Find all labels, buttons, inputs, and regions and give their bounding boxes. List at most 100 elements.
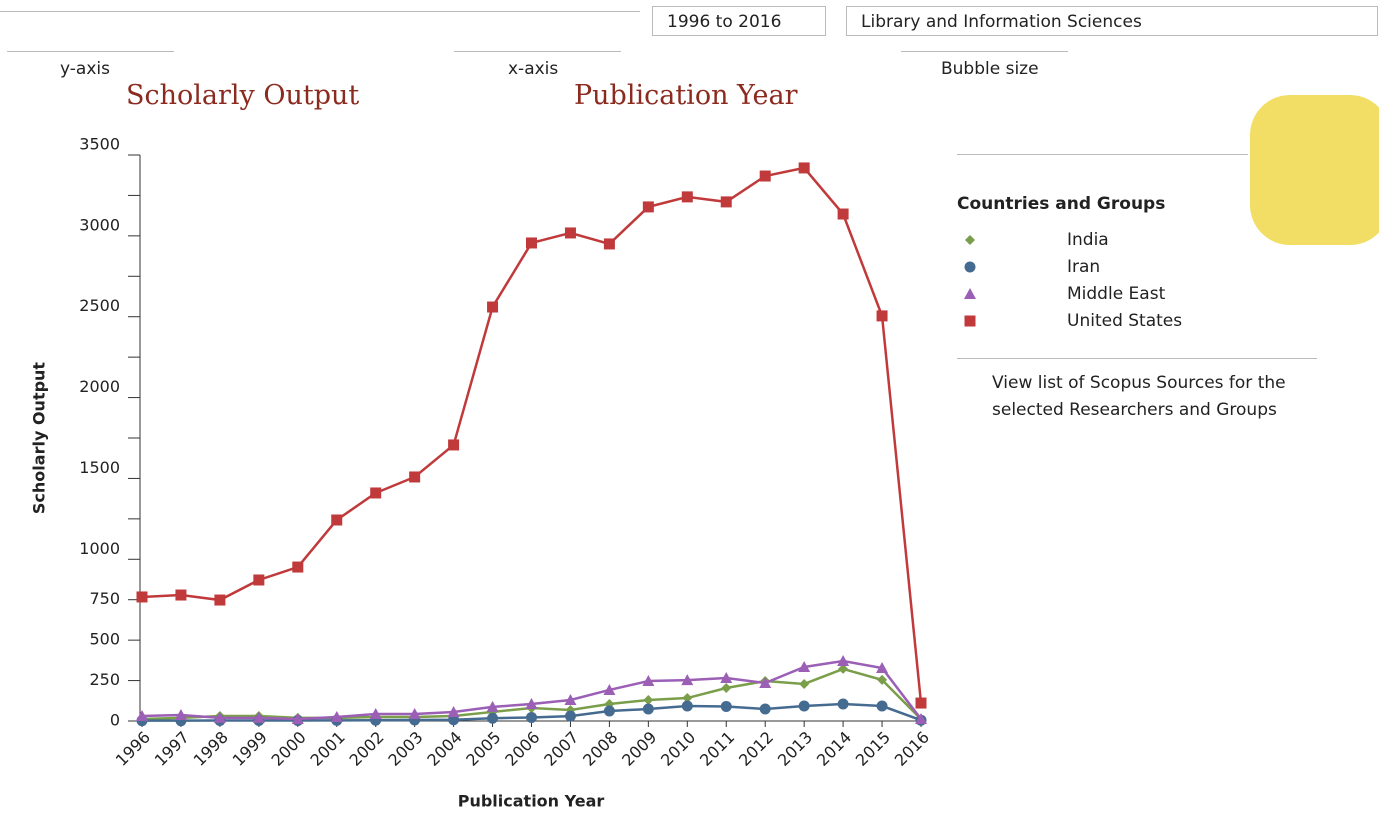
legend-label: India bbox=[1067, 230, 1109, 250]
data-point bbox=[136, 709, 148, 721]
x-tick-label: 1997 bbox=[151, 728, 193, 770]
y-axis-label: y-axis bbox=[60, 59, 110, 79]
data-point bbox=[720, 671, 733, 683]
data-point bbox=[370, 487, 382, 499]
x-tick-label: 2000 bbox=[268, 728, 310, 770]
data-point bbox=[837, 208, 849, 220]
data-point bbox=[876, 310, 888, 322]
data-point bbox=[642, 703, 654, 715]
x-tick-label: 2004 bbox=[423, 728, 465, 770]
data-point bbox=[798, 700, 810, 712]
x-tick-label: 2009 bbox=[618, 728, 660, 770]
data-point bbox=[759, 703, 771, 715]
x-tick-label: 2005 bbox=[462, 728, 504, 770]
legend-marker bbox=[964, 261, 976, 273]
divider bbox=[454, 51, 621, 52]
divider bbox=[901, 51, 1068, 52]
data-point bbox=[642, 201, 654, 213]
data-point bbox=[759, 170, 771, 182]
data-point bbox=[448, 714, 460, 726]
x-axis-select[interactable]: Publication Year bbox=[574, 80, 798, 111]
x-tick-label: 2016 bbox=[891, 728, 933, 770]
legend-label: Iran bbox=[1067, 257, 1100, 277]
data-point bbox=[877, 674, 888, 685]
data-point bbox=[643, 694, 654, 705]
y-tick-label: 0 bbox=[110, 711, 120, 730]
data-point bbox=[681, 700, 693, 712]
x-axis-label: x-axis bbox=[508, 59, 559, 79]
x-tick-label: 1999 bbox=[229, 728, 271, 770]
data-point bbox=[292, 561, 304, 573]
data-point bbox=[798, 660, 811, 672]
y-axis-select[interactable]: Scholarly Output bbox=[126, 80, 360, 111]
data-point bbox=[525, 698, 538, 710]
divider bbox=[7, 51, 174, 52]
x-tick-label: 2012 bbox=[735, 728, 777, 770]
y-tick-label: 250 bbox=[89, 670, 120, 689]
x-tick-label: 2007 bbox=[540, 728, 582, 770]
y-tick-label: 500 bbox=[89, 630, 120, 649]
y-tick-label: 3000 bbox=[79, 215, 120, 234]
y-axis-title: Scholarly Output bbox=[30, 362, 49, 515]
y-tick-label: 1000 bbox=[79, 539, 120, 558]
data-point bbox=[291, 713, 304, 725]
x-tick-label: 2013 bbox=[774, 728, 816, 770]
data-point bbox=[369, 708, 382, 720]
data-point bbox=[409, 471, 421, 483]
data-point bbox=[603, 683, 616, 695]
legend-title: Countries and Groups bbox=[957, 194, 1166, 214]
data-point bbox=[253, 574, 265, 586]
data-point bbox=[720, 196, 732, 208]
data-point bbox=[837, 698, 849, 710]
data-point bbox=[915, 713, 927, 725]
data-point bbox=[174, 709, 187, 721]
data-point bbox=[214, 594, 226, 606]
x-tick-label: 1996 bbox=[112, 728, 154, 770]
data-point bbox=[175, 589, 187, 601]
y-tick-label: 3500 bbox=[79, 135, 120, 154]
data-point bbox=[564, 710, 576, 722]
x-tick-label: 1998 bbox=[190, 728, 232, 770]
data-point bbox=[447, 705, 460, 717]
subject-select[interactable]: Library and Information Sciences bbox=[846, 6, 1378, 36]
data-point bbox=[487, 712, 499, 724]
x-axis-title: Publication Year bbox=[458, 792, 605, 811]
x-tick-label: 2011 bbox=[696, 728, 738, 770]
divider bbox=[957, 358, 1317, 359]
x-tick-label: 2006 bbox=[501, 728, 543, 770]
data-point bbox=[682, 693, 693, 704]
y-tick-label: 2500 bbox=[79, 296, 120, 315]
legend-marker bbox=[964, 288, 976, 299]
legend-label: Middle East bbox=[1067, 284, 1166, 304]
range-select[interactable]: 1996 to 2016 bbox=[652, 6, 826, 36]
x-tick-label: 2001 bbox=[307, 728, 349, 770]
data-point bbox=[837, 655, 850, 667]
data-point bbox=[331, 514, 343, 526]
watermark bbox=[1250, 95, 1379, 245]
x-tick-label: 2015 bbox=[852, 728, 894, 770]
x-tick-label: 2008 bbox=[579, 728, 621, 770]
y-tick-label: 2000 bbox=[79, 377, 120, 396]
data-point bbox=[526, 711, 537, 723]
bubble-label: Bubble size bbox=[941, 59, 1039, 79]
data-point bbox=[681, 191, 693, 203]
legend-marker bbox=[964, 315, 976, 327]
data-point bbox=[915, 697, 927, 709]
data-point bbox=[448, 439, 460, 451]
data-point bbox=[487, 301, 499, 313]
data-point bbox=[720, 700, 732, 712]
data-point bbox=[526, 237, 537, 249]
data-point bbox=[798, 162, 810, 174]
data-point bbox=[486, 700, 499, 712]
data-point bbox=[876, 700, 888, 712]
sources-link[interactable]: View list of Scopus Sources for the sele… bbox=[992, 373, 1286, 420]
legend-label: United States bbox=[1067, 311, 1182, 331]
data-point bbox=[213, 711, 226, 723]
data-point bbox=[721, 683, 732, 694]
data-point bbox=[564, 227, 576, 239]
data-point bbox=[408, 708, 421, 720]
y-tick-label: 1500 bbox=[79, 458, 120, 477]
data-point bbox=[603, 238, 615, 250]
